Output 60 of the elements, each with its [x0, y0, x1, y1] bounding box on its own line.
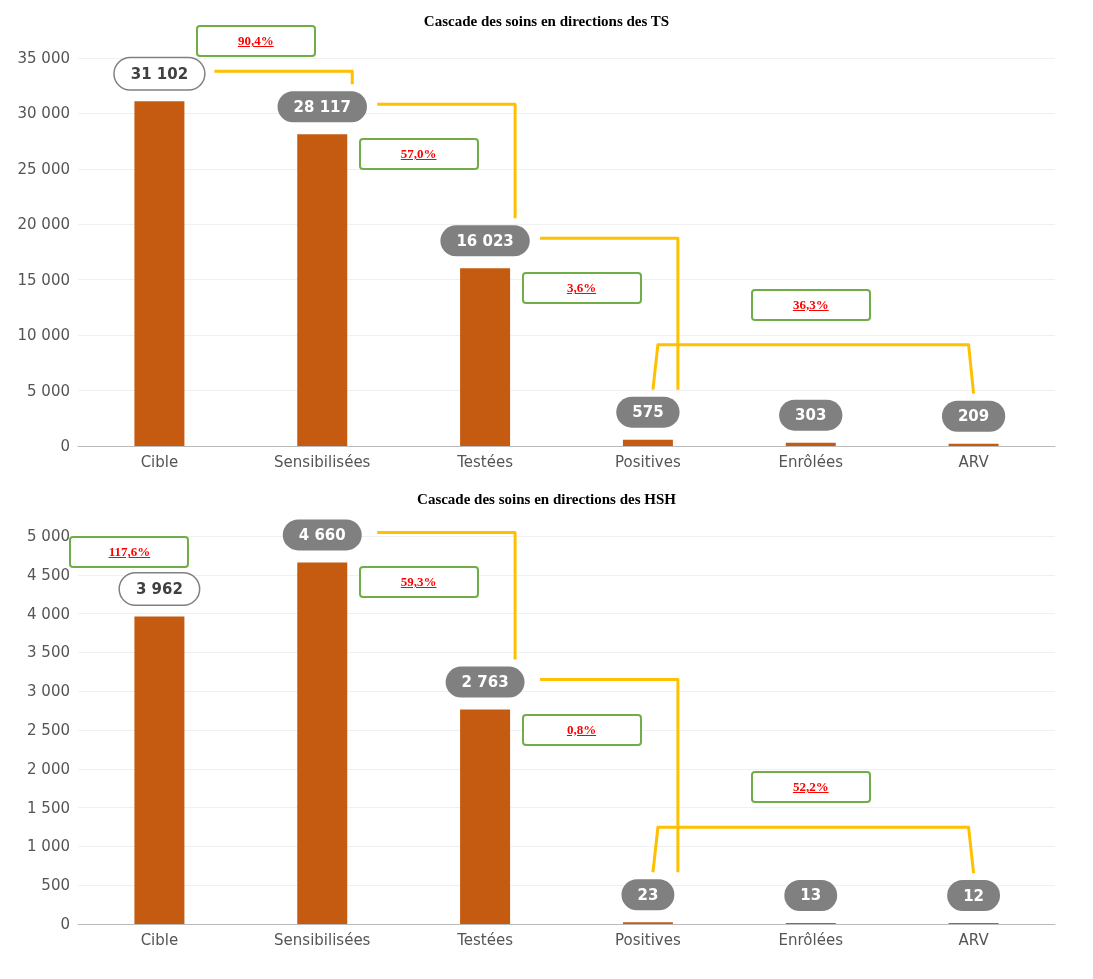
data-label: 303	[795, 406, 827, 425]
data-label: 12	[963, 886, 985, 905]
data-label: 209	[957, 407, 990, 426]
x-tick-label: Sensibilisées	[274, 930, 371, 949]
data-label: 575	[632, 403, 664, 422]
x-tick-label: Cible	[140, 452, 179, 471]
chart-title: Cascade des soins en directions des TS	[423, 12, 670, 29]
annotation: 59,3%	[400, 574, 437, 591]
bar	[460, 709, 511, 924]
y-tick-label: 500	[41, 876, 70, 895]
bar	[622, 439, 673, 446]
x-tick-label: Sensibilisées	[274, 452, 371, 471]
bar	[297, 134, 348, 446]
annotation: 52,2%	[792, 779, 829, 796]
x-tick-label: ARV	[958, 452, 990, 471]
data-label: 28 117	[293, 97, 351, 116]
x-tick-label: Positives	[615, 930, 681, 949]
y-tick-label: 1 500	[27, 798, 70, 817]
x-tick-label: ARV	[958, 930, 990, 949]
annotation: 57,0%	[400, 146, 437, 163]
y-tick-label: 0	[60, 915, 70, 933]
x-tick-label: Enrôlées	[778, 452, 844, 471]
y-tick-label: 0	[60, 437, 70, 455]
annotation: 0,8%	[566, 721, 597, 738]
x-tick-label: Testées	[456, 930, 514, 949]
y-tick-label: 25 000	[17, 159, 70, 178]
y-tick-label: 35 000	[17, 49, 70, 67]
y-tick-label: 30 000	[17, 104, 70, 123]
bar	[134, 101, 185, 446]
bar	[134, 616, 185, 924]
y-tick-label: 10 000	[17, 326, 70, 345]
annotation: 3,6%	[566, 280, 597, 297]
data-label: 4 660	[298, 525, 346, 544]
y-tick-label: 2 000	[27, 759, 70, 778]
y-tick-label: 4 000	[27, 604, 70, 623]
x-tick-label: Cible	[140, 930, 179, 949]
annotation: 36,3%	[792, 296, 829, 313]
y-tick-label: 2 500	[27, 721, 70, 739]
data-label: 13	[800, 886, 822, 905]
chart-title: Cascade des soins en directions des HSH	[417, 490, 677, 507]
bar	[297, 562, 348, 924]
data-label: 31 102	[130, 64, 189, 83]
y-tick-label: 3 000	[27, 682, 70, 701]
x-tick-label: Testées	[456, 452, 514, 471]
data-label: 23	[637, 885, 659, 904]
y-tick-label: 4 500	[27, 565, 70, 584]
text: 90,4%	[237, 33, 274, 50]
y-tick-label: 20 000	[17, 215, 70, 234]
data-label: 16 023	[456, 231, 514, 250]
data-label: 3 962	[135, 580, 183, 599]
annotation: 117,6%	[108, 544, 151, 561]
y-tick-label: 1 000	[27, 837, 70, 856]
y-tick-label: 15 000	[17, 270, 70, 289]
data-label: 2 763	[461, 673, 509, 692]
y-tick-label: 5 000	[27, 381, 70, 400]
bar	[460, 268, 511, 446]
y-tick-label: 5 000	[27, 527, 70, 545]
x-tick-label: Enrôlées	[778, 930, 844, 949]
x-tick-label: Positives	[615, 452, 681, 471]
y-tick-label: 3 500	[27, 643, 70, 662]
